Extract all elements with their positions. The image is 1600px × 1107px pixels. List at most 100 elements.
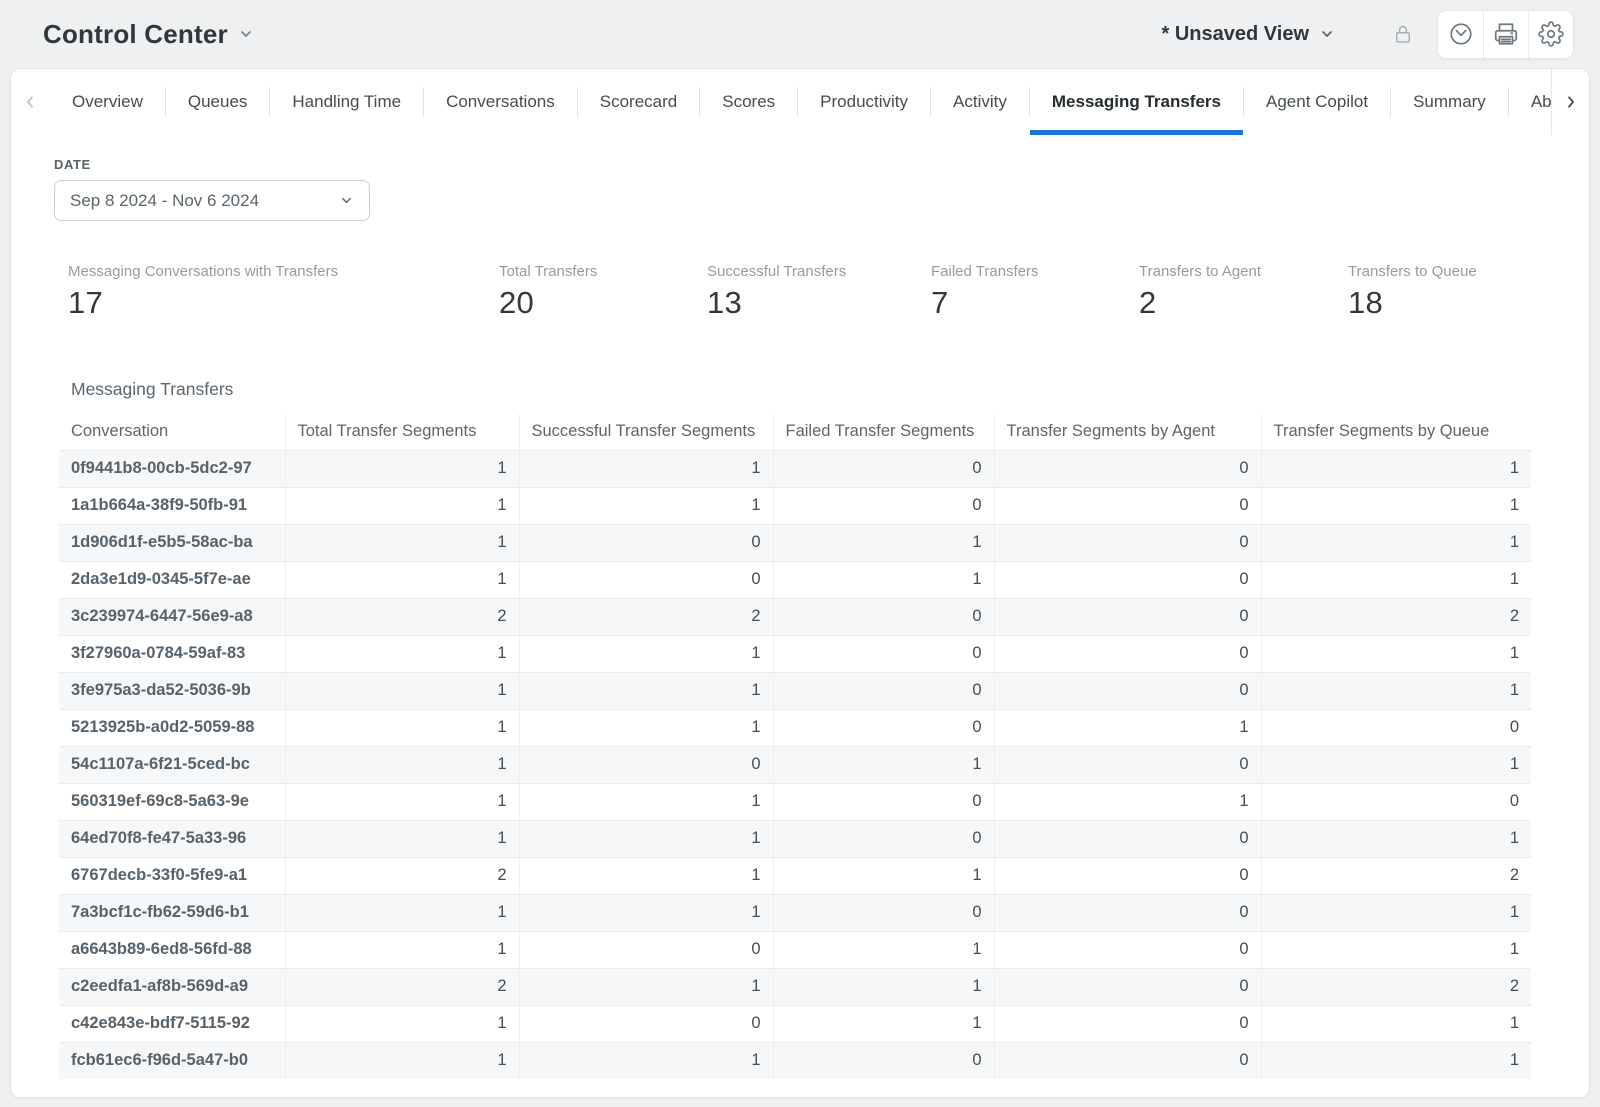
value-cell: 1 [518,893,773,931]
value-cell: 1 [284,708,519,746]
tab-bar: Overview Queues Handling Time Conversations… [11,69,1589,135]
value-cell: 0 [772,1041,994,1079]
conversation-cell: 1a1b664a-38f9-50fb-91 [59,486,285,524]
value-cell: 1 [284,634,519,672]
value-cell: 1 [284,523,519,561]
value-cell: 1 [1260,634,1531,672]
table-row[interactable]: 1a1b664a-38f9-50fb-91 1 1 0 0 1 [59,486,1531,524]
value-cell: 1 [1260,449,1531,487]
value-cell: 1 [1260,819,1531,857]
table-row[interactable]: 3fe975a3-da52-5036-9b 1 1 0 0 1 [59,671,1531,709]
value-cell: 1 [518,856,773,894]
value-cell: 1 [1260,486,1531,524]
view-name[interactable]: * Unsaved View [1161,22,1309,45]
top-header: Control Center * Unsaved View [0,0,1600,68]
column-header[interactable]: Transfer Segments by Agent [993,414,1261,450]
tab-activity[interactable]: Activity [930,69,1029,135]
value-cell: 0 [993,1041,1261,1079]
chevron-right-icon [1563,93,1579,111]
value-cell: 0 [772,671,994,709]
table-header-row: Conversation Total Transfer Segments Succe… [59,414,1531,450]
tab-scroll-left-button[interactable] [11,69,49,135]
table-row[interactable]: 64ed70f8-fe47-5a33-96 1 1 0 0 1 [59,819,1531,857]
header-button-group [1437,9,1574,59]
table-row[interactable]: 54c1107a-6f21-5ced-bc 1 0 1 0 1 [59,745,1531,783]
value-cell: 1 [518,634,773,672]
table-row[interactable]: 3f27960a-0784-59af-83 1 1 0 0 1 [59,634,1531,672]
value-cell: 1 [993,708,1261,746]
metric-label: Transfers to Agent [1139,263,1262,280]
table-row[interactable]: c42e843e-bdf7-5115-92 1 0 1 0 1 [59,1004,1531,1042]
conversation-cell: 6767decb-33f0-5fe9-a1 [59,856,285,894]
column-header[interactable]: Failed Transfer Segments [772,414,994,450]
table-row[interactable]: 5213925b-a0d2-5059-88 1 1 0 1 0 [59,708,1531,746]
metric-value: 7 [931,285,949,320]
table-row[interactable]: 3c239974-6447-56e9-a8 2 2 0 0 2 [59,597,1531,635]
table-row[interactable]: 0f9441b8-00cb-5dc2-97 1 1 0 0 1 [59,449,1531,487]
table-title: Messaging Transfers [71,379,234,399]
table-row[interactable]: 1d906d1f-e5b5-58ac-ba 1 0 1 0 1 [59,523,1531,561]
main-card: Overview Queues Handling Time Conversations… [10,68,1590,1098]
settings-button[interactable] [1528,10,1573,58]
metric-value: 18 [1348,285,1384,320]
tab-overview[interactable]: Overview [72,92,143,111]
table-row[interactable]: 6767decb-33f0-5fe9-a1 2 1 1 0 2 [59,856,1531,894]
value-cell: 1 [1260,930,1531,968]
table-row[interactable]: 560319ef-69c8-5a63-9e 1 1 0 1 0 [59,782,1531,820]
table-row[interactable]: 7a3bcf1c-fb62-59d6-b1 1 1 0 0 1 [59,893,1531,931]
tab-summary[interactable]: Summary [1390,69,1508,135]
metric-value: 2 [1139,285,1157,320]
value-cell: 0 [518,1004,773,1042]
table-row[interactable]: a6643b89-6ed8-56fd-88 1 0 1 0 1 [59,930,1531,968]
value-cell: 1 [518,449,773,487]
table-row[interactable]: 2da3e1d9-0345-5f7e-ae 1 0 1 0 1 [59,560,1531,598]
conversation-cell: 7a3bcf1c-fb62-59d6-b1 [59,893,285,931]
conversation-cell: fcb61ec6-f96d-5a47-b0 [59,1041,285,1079]
table-row[interactable]: fcb61ec6-f96d-5a47-b0 1 1 0 0 1 [59,1041,1531,1079]
value-cell: 0 [993,523,1261,561]
conversation-cell: 54c1107a-6f21-5ced-bc [59,745,285,783]
value-cell: 0 [772,634,994,672]
tab-queues[interactable]: Queues [164,69,270,135]
chevron-down-icon[interactable] [1319,26,1335,42]
tab-messaging-transfers[interactable]: Messaging Transfers [1028,69,1244,135]
value-cell: 0 [1260,782,1531,820]
value-cell: 0 [772,597,994,635]
value-cell: 0 [772,819,994,857]
column-header[interactable]: Total Transfer Segments [284,414,519,450]
tab-about[interactable]: About [1507,69,1551,135]
value-cell: 0 [518,745,773,783]
value-cell: 1 [518,782,773,820]
value-cell: 0 [993,671,1261,709]
chevron-down-icon[interactable] [238,26,254,42]
clock-button[interactable] [1438,10,1483,58]
metrics-row: Messaging Conversations with Transfers 17… [54,263,1589,321]
table-row[interactable]: c2eedfa1-af8b-569d-a9 2 1 1 0 2 [59,967,1531,1005]
column-header[interactable]: Successful Transfer Segments [518,414,773,450]
value-cell: 1 [1260,671,1531,709]
tab-handling-time[interactable]: Handling Time [269,69,424,135]
tab-conversations[interactable]: Conversations [423,69,577,135]
metric-label: Total Transfers [499,263,598,280]
value-cell: 0 [993,819,1261,857]
value-cell: 1 [518,708,773,746]
value-cell: 1 [772,523,994,561]
value-cell: 1 [518,1041,773,1079]
clock-icon [1448,21,1474,47]
conversation-cell: 3c239974-6447-56e9-a8 [59,597,285,635]
tab-scorecard[interactable]: Scorecard [576,69,700,135]
column-header[interactable]: Conversation [71,422,169,441]
column-header[interactable]: Transfer Segments by Queue [1260,414,1531,450]
date-range-value: Sep 8 2024 - Nov 6 2024 [70,190,260,210]
value-cell: 1 [1260,893,1531,931]
tab-agent-copilot[interactable]: Agent Copilot [1243,69,1391,135]
value-cell: 2 [1260,967,1531,1005]
tab-productivity[interactable]: Productivity [797,69,931,135]
page-title[interactable]: Control Center [43,18,228,49]
value-cell: 1 [772,856,994,894]
tab-scores[interactable]: Scores [699,69,798,135]
date-range-select[interactable]: Sep 8 2024 - Nov 6 2024 [54,180,370,221]
value-cell: 0 [993,560,1261,598]
tab-scroll-right-button[interactable] [1551,69,1589,135]
print-button[interactable] [1483,10,1528,58]
